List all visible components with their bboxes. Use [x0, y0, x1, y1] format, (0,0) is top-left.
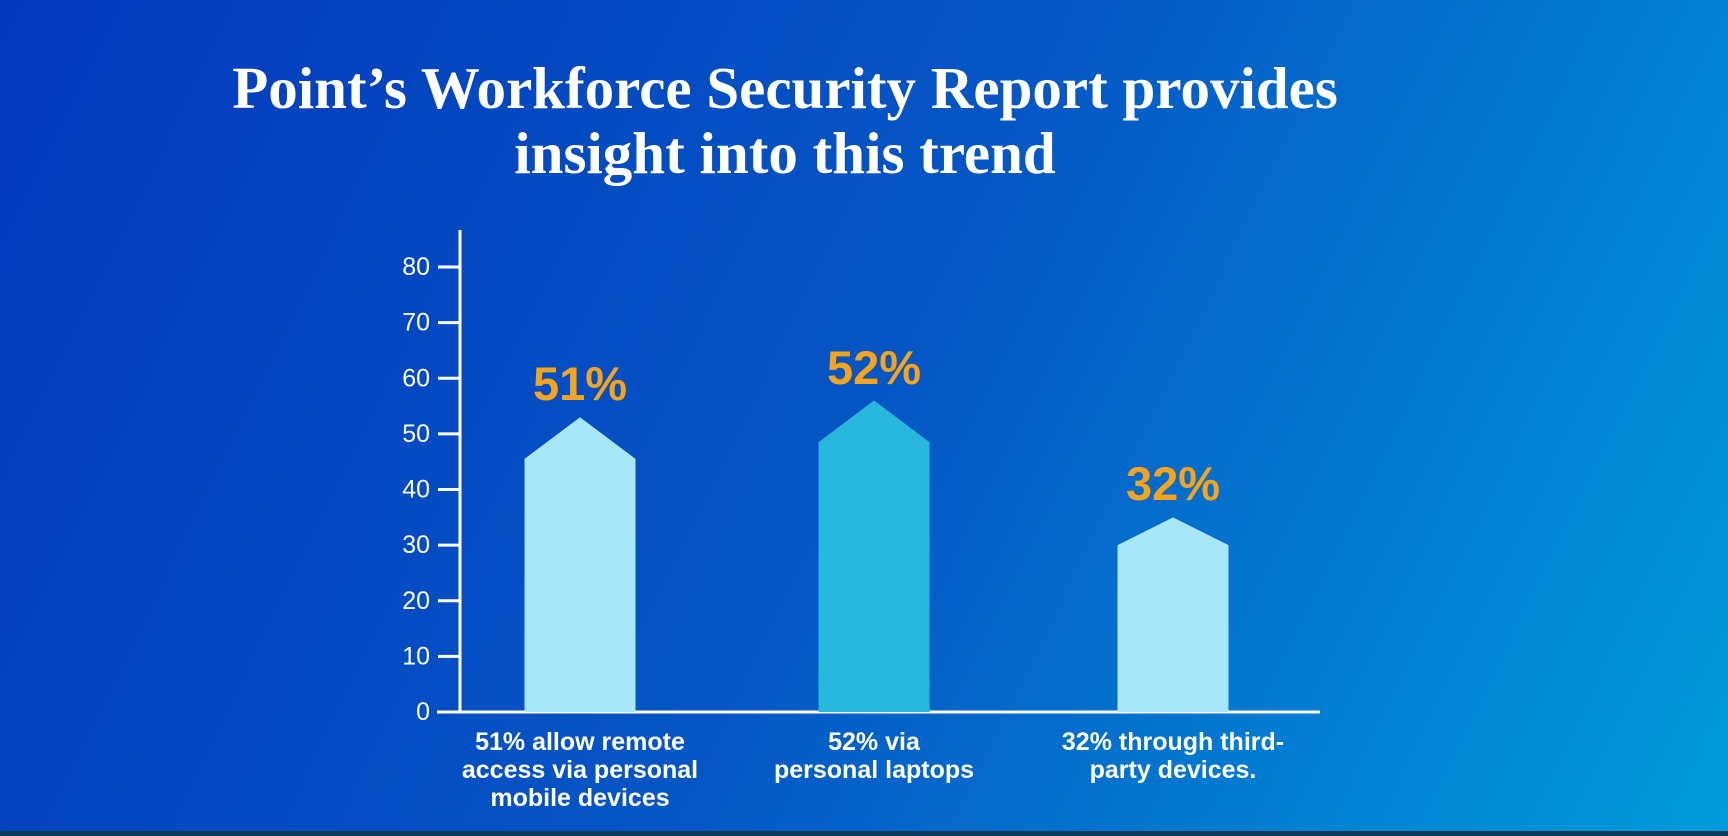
y-axis-tick-label: 60 [402, 364, 430, 392]
bar-category-label-line: 52% via [828, 728, 920, 756]
bar-category-label: 51% allow remote access via personal mobil… [462, 728, 698, 812]
bar-category-label-line: 32% through third- [1061, 728, 1285, 756]
y-axis-tick-label: 70 [402, 309, 430, 337]
y-axis-tick-label: 30 [402, 531, 430, 559]
bar-shape [1117, 517, 1229, 712]
y-axis-tick-label: 40 [402, 476, 430, 504]
bar-value-label: 51% [532, 357, 628, 411]
bottom-strip [0, 831, 1728, 836]
y-axis-tick-label: 20 [402, 587, 430, 615]
bar-category-label-line: mobile devices [490, 784, 670, 812]
bar-category-label-line: personal laptops [773, 756, 975, 784]
bar-shape [524, 417, 636, 712]
bar-category-label-line: party devices. [1089, 756, 1257, 784]
chart-title-line-1: Point’s Workforce Security Report provid… [232, 55, 1338, 121]
bar-category-label: 52% via personal laptops [774, 728, 974, 784]
y-axis-tick-label: 10 [402, 642, 430, 670]
bar-category-label-line: access via personal [461, 756, 699, 784]
bar-value-label: 52% [826, 340, 922, 394]
bar-category-label-line: 51% allow remote [475, 728, 685, 756]
y-axis-tick-label: 0 [416, 698, 430, 726]
y-axis-tick-label: 80 [402, 253, 430, 281]
bar-category-label: 32% through third-party devices. [1062, 728, 1284, 784]
chart-title-line-2: insight into this trend [514, 120, 1056, 186]
y-axis-tick-label: 50 [402, 420, 430, 448]
bar-shape [818, 400, 930, 712]
chart-title: Point’s Workforce Security Report provid… [0, 56, 1570, 186]
bar-value-label: 32% [1125, 457, 1221, 511]
